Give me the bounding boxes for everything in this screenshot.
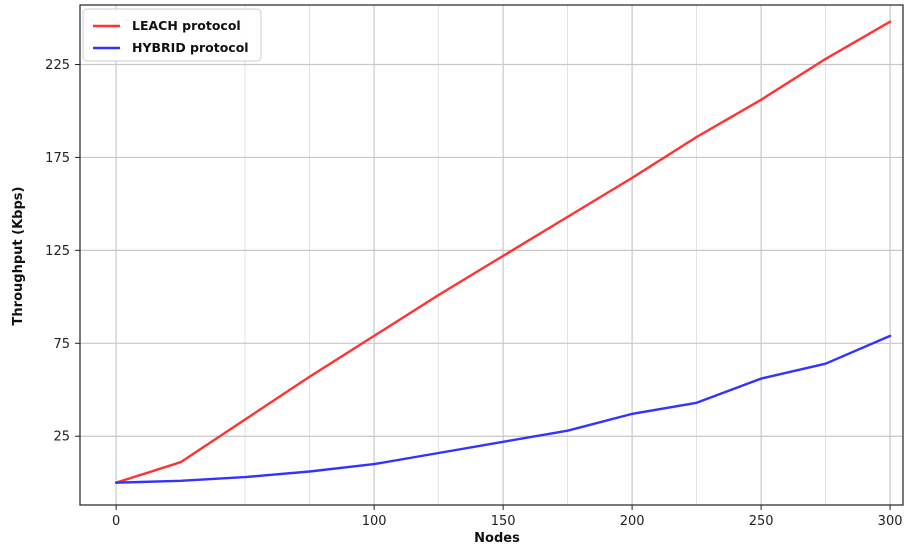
legend-label-leach: LEACH protocol: [132, 18, 241, 33]
x-tick-label: 250: [749, 514, 774, 529]
series-line-leach: [114, 20, 892, 484]
legend: LEACH protocol HYBRID protocol: [82, 8, 262, 62]
y-axis-title: Throughput (Kbps): [11, 187, 26, 326]
series-layer: [114, 20, 892, 484]
x-tick-label: 100: [362, 514, 387, 529]
x-tick-label: 300: [878, 514, 903, 529]
minor-gridlines: [244, 5, 827, 505]
y-tick-label: 75: [53, 337, 70, 352]
x-tick-label: 200: [620, 514, 645, 529]
y-axis-ticks: 25 75 125 175 225: [45, 58, 80, 445]
legend-box: [82, 8, 262, 62]
y-tick-label: 25: [53, 430, 70, 445]
y-tick-label: 175: [45, 151, 70, 166]
major-gridlines: [80, 5, 903, 505]
series-line-hybrid: [114, 334, 892, 484]
y-tick-label: 125: [45, 244, 70, 259]
legend-label-hybrid: HYBRID protocol: [132, 40, 249, 55]
x-tick-label: 0: [112, 514, 120, 529]
x-axis-title: Nodes: [474, 531, 520, 546]
y-tick-label: 225: [45, 58, 70, 73]
plot-area-frame: [79, 4, 904, 506]
x-axis-ticks: 0 100 150 200 250 300: [112, 505, 903, 529]
x-tick-label: 150: [491, 514, 516, 529]
